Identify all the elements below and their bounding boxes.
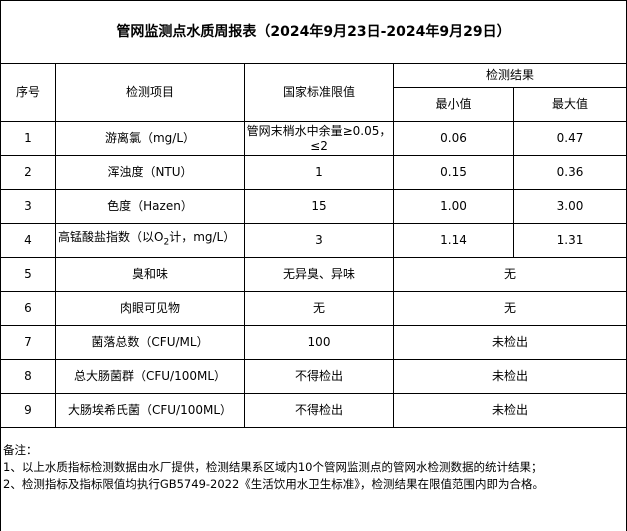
row-no: 4 (0, 223, 56, 258)
notes-cell: 备注： 1、以上水质指标检测数据由水厂提供，检测结果系区域内10个管网监测点的管… (0, 427, 627, 531)
row-item: 菌落总数（CFU/ML） (55, 325, 245, 360)
row-min: 1.14 (393, 223, 514, 258)
row-item: 高锰酸盐指数（以O2计，mg/L） (55, 223, 245, 258)
item-text: 计，mg/L） (169, 230, 236, 245)
row-no: 1 (0, 121, 56, 156)
row-standard: 无异臭、异味 (244, 257, 394, 292)
row-item: 总大肠菌群（CFU/100ML） (55, 359, 245, 394)
row-max: 3.00 (512, 189, 627, 224)
row-standard: 1 (244, 155, 394, 190)
row-item: 浑浊度（NTU） (55, 155, 245, 190)
row-no: 9 (0, 393, 56, 428)
row-no: 5 (0, 257, 56, 292)
row-no: 6 (0, 291, 56, 326)
row-no: 8 (0, 359, 56, 394)
header-max: 最大值 (512, 87, 627, 122)
row-standard: 100 (244, 325, 394, 360)
table-row: 6 肉眼可见物 无 无 (0, 291, 627, 326)
report-title: 管网监测点水质周报表（2024年9月23日-2024年9月29日） (0, 0, 627, 64)
header-min: 最小值 (393, 87, 514, 122)
row-min: 0.06 (393, 121, 514, 156)
table-row: 9 大肠埃希氏菌（CFU/100ML） 不得检出 未检出 (0, 393, 627, 428)
row-max: 0.36 (512, 155, 627, 190)
row-standard: 不得检出 (244, 393, 394, 428)
table-row: 2 浑浊度（NTU） 1 0.15 0.36 (0, 155, 627, 190)
row-item: 色度（Hazen） (55, 189, 245, 224)
table-row: 5 臭和味 无异臭、异味 无 (0, 257, 627, 292)
row-min: 0.15 (393, 155, 514, 190)
row-max: 0.47 (512, 121, 627, 156)
row-no: 3 (0, 189, 56, 224)
table-row: 8 总大肠菌群（CFU/100ML） 不得检出 未检出 (0, 359, 627, 394)
row-standard: 管网末梢水中余量≥0.05，≤2 (244, 121, 394, 156)
row-no: 2 (0, 155, 56, 190)
row-result: 未检出 (392, 393, 627, 428)
row-item: 肉眼可见物 (55, 291, 245, 326)
table-row: 3 色度（Hazen） 15 1.00 3.00 (0, 189, 627, 224)
header-item: 检测项目 (55, 63, 245, 122)
row-standard: 无 (244, 291, 394, 326)
row-no: 7 (0, 325, 56, 360)
row-item: 大肠埃希氏菌（CFU/100ML） (55, 393, 245, 428)
row-max: 1.31 (512, 223, 627, 258)
header-result: 检测结果 (392, 63, 627, 88)
note-line: 2、检测指标及指标限值均执行GB5749-2022《生活饮用水卫生标准》，检测结… (3, 477, 545, 491)
table-row: 1 游离氯（mg/L） 管网末梢水中余量≥0.05，≤2 0.06 0.47 (0, 121, 627, 156)
row-result: 未检出 (392, 359, 627, 394)
item-text: 高锰酸盐指数（以O (58, 230, 164, 245)
row-item: 臭和味 (55, 257, 245, 292)
row-standard: 15 (244, 189, 394, 224)
row-result: 未检出 (392, 325, 627, 360)
row-result: 无 (392, 291, 627, 326)
table-row: 4 高锰酸盐指数（以O2计，mg/L） 3 1.14 1.31 (0, 223, 627, 258)
table-row: 7 菌落总数（CFU/ML） 100 未检出 (0, 325, 627, 360)
row-min: 1.00 (393, 189, 514, 224)
row-standard: 3 (244, 223, 394, 258)
row-item: 游离氯（mg/L） (55, 121, 245, 156)
row-result: 无 (392, 257, 627, 292)
header-standard: 国家标准限值 (244, 63, 394, 122)
note-line: 1、以上水质指标检测数据由水厂提供，检测结果系区域内10个管网监测点的管网水检测… (3, 460, 543, 474)
row-standard: 不得检出 (244, 359, 394, 394)
notes-label: 备注： (3, 443, 38, 457)
header-no: 序号 (0, 63, 56, 122)
item-subscript: 2 (163, 237, 170, 248)
